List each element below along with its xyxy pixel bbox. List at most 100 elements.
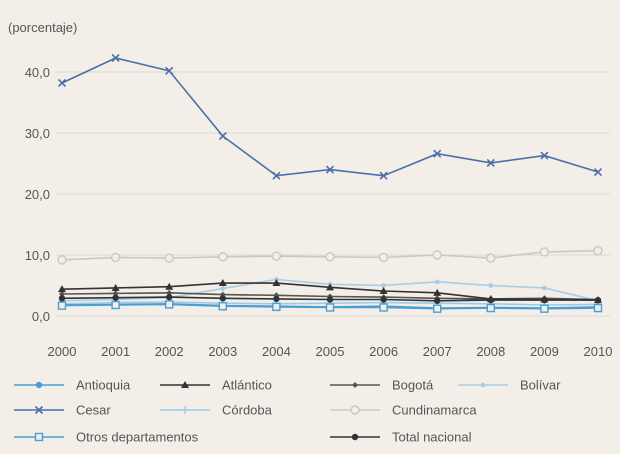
x-tick-label: 2000 [48,344,77,359]
legend-label: Bogotá [392,378,434,393]
data-point-otros-departamentos [379,303,388,312]
series-otros-departamentos [57,300,603,313]
x-tick-label: 2006 [369,344,398,359]
data-point-otros-departamentos [218,302,228,311]
series-cundinamarca [57,246,603,265]
x-tick-label: 2001 [101,344,130,359]
data-point-total-nacional [273,295,280,303]
data-point-bolivar [542,285,547,291]
legend-item-cundinamarca: Cundinamarca [330,403,477,418]
data-point-cesar [593,167,603,177]
data-point-atlantico [111,283,120,291]
legend-label: Bolívar [520,378,561,393]
x-tick-label: 2005 [316,344,345,359]
legend-swatch-marker [480,382,486,388]
data-point-bolivar [488,283,494,288]
legend-swatch-marker [35,381,43,389]
legend-item-bogota: Bogotá [330,378,434,393]
legend-item-cordoba: Córdoba [160,403,273,418]
legend-swatch-marker [352,382,358,388]
data-point-otros-departamentos [57,301,67,310]
legend-swatch-marker [350,405,360,415]
data-point-cesar [540,151,549,160]
data-point-atlantico [540,295,549,303]
legend-label: Cesar [76,403,111,418]
x-tick-label: 2009 [530,344,559,359]
x-tick-labels: 2000 2001 2002 2003 2004 2005 2006 2007 2008 2009… [48,344,613,359]
data-point-otros-departamentos [272,302,281,312]
legend-swatch-marker [351,433,359,441]
y-tick-label: 30,0 [25,126,50,141]
data-point-cundinamarca [593,246,603,256]
legend-swatch-marker [34,405,44,415]
series-cesar [57,53,603,180]
y-tick-label: 40,0 [25,65,50,80]
series-total-nacional [58,293,602,304]
data-point-atlantico [326,283,334,291]
data-point-otros-departamentos [593,303,603,313]
x-tick-label: 2004 [262,344,291,359]
legend-item-bolivar: Bolívar [458,378,561,393]
legend-label: Total nacional [392,430,472,445]
data-point-cesar [218,131,227,141]
legend-item-total-nacional: Total nacional [330,430,472,445]
data-point-cundinamarca [486,253,496,263]
data-point-atlantico [58,285,66,293]
y-tick-label: 10,0 [25,248,50,263]
data-point-total-nacional [380,296,387,303]
legend-item-cesar: Cesar [14,403,111,418]
legend: Antioquia Atlántico Bogotá Bolívar Cesar Córd… [14,378,561,445]
data-point-otros-departamentos [433,304,442,313]
data-point-cesar [165,66,174,75]
data-point-cesar [379,171,388,180]
data-point-cundinamarca [378,252,389,263]
data-point-bolivar [220,286,226,291]
series-group [57,53,603,313]
data-point-cundinamarca [57,255,67,265]
data-point-cesar [272,171,281,180]
legend-label: Córdoba [222,403,273,418]
data-point-cesar [325,165,335,174]
data-point-cesar [486,158,495,167]
x-tick-label: 2003 [208,344,237,359]
series-atlantico [58,279,602,304]
series-line-cesar [61,57,599,177]
x-tick-label: 2010 [584,344,613,359]
legend-label: Cundinamarca [392,403,477,418]
data-point-total-nacional [58,295,66,302]
data-point-cundinamarca [164,253,174,263]
gridlines [56,71,610,317]
data-point-otros-departamentos [325,303,335,312]
data-point-atlantico [218,279,227,287]
x-tick-label: 2008 [476,344,505,359]
data-point-cundinamarca [110,252,121,263]
data-point-otros-departamentos [486,303,495,313]
data-point-cundinamarca [432,250,442,260]
y-tick-labels: 0,0 10,0 20,0 30,0 40,0 [25,65,50,324]
data-point-bolivar [381,283,386,288]
legend-item-atlantico: Atlántico [160,378,272,393]
data-point-cundinamarca [539,247,550,257]
data-point-atlantico [594,296,602,304]
data-point-cundinamarca [325,252,335,262]
data-point-total-nacional [166,293,173,301]
y-tick-label: 20,0 [25,187,50,202]
data-point-cesar [57,78,67,88]
data-point-cesar [433,149,442,158]
y-tick-label: 0,0 [32,309,50,324]
data-point-bolivar [434,279,440,285]
legend-swatch-marker [181,406,189,414]
x-tick-label: 2002 [155,344,184,359]
legend-label: Atlántico [222,378,272,393]
unit-label: (porcentaje) [8,20,77,35]
data-point-total-nacional [326,296,334,303]
data-point-otros-departamentos [164,300,174,309]
data-point-atlantico [379,286,388,294]
legend-label: Antioquia [76,378,131,393]
legend-item-antioquia: Antioquia [14,378,131,393]
data-point-total-nacional [219,295,226,302]
data-point-atlantico [433,288,442,296]
data-point-total-nacional [112,294,119,301]
